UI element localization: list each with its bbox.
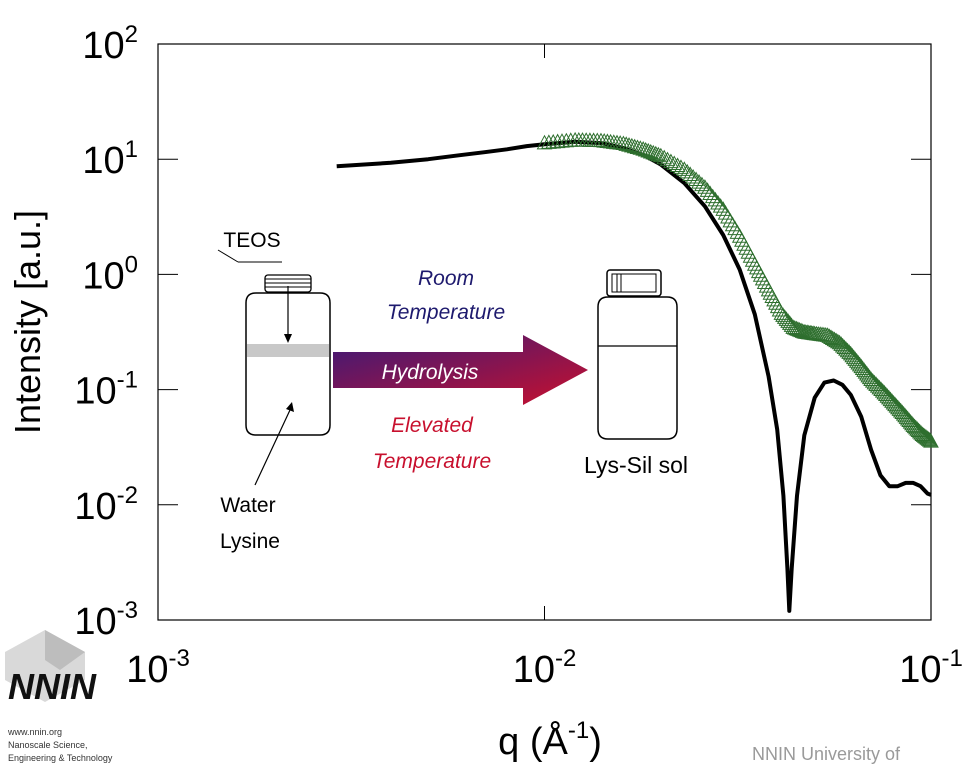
triangle-marker xyxy=(702,185,718,201)
triangle-marker xyxy=(635,141,651,156)
triangle-marker xyxy=(775,307,791,322)
triangle-marker xyxy=(699,182,716,197)
triangle-marker xyxy=(910,422,927,438)
logo-tagline-1: Nanoscale Science, xyxy=(8,740,88,750)
triangle-marker xyxy=(637,141,654,157)
y-tick-label: 102 xyxy=(82,21,138,67)
room-temperature-label: Temperature xyxy=(387,301,505,324)
triangle-marker xyxy=(673,159,689,174)
triangle-marker xyxy=(864,373,881,388)
triangle-marker xyxy=(712,198,729,213)
triangle-marker xyxy=(640,142,657,158)
x-tick-label: 10-2 xyxy=(513,645,577,691)
triangle-marker xyxy=(869,378,886,393)
triangle-marker xyxy=(863,371,879,386)
left-vial xyxy=(245,292,331,436)
triangle-marker xyxy=(659,151,676,167)
triangle-marker xyxy=(790,321,806,336)
triangle-marker xyxy=(785,319,802,334)
triangle-marker xyxy=(707,191,724,207)
elevated-label: Elevated xyxy=(391,414,474,437)
x-tick-label: 10-1 xyxy=(899,645,963,691)
axis-ticks xyxy=(157,43,932,621)
x-tick-label: 10-3 xyxy=(126,645,190,691)
footer-text: NNIN University of xyxy=(752,744,901,764)
triangle-marker xyxy=(679,163,696,179)
triangle-marker xyxy=(908,419,924,435)
logo-url: www.nnin.org xyxy=(7,727,62,737)
triangle-marker xyxy=(647,145,664,161)
product-label: Lys-Sil sol xyxy=(584,452,688,478)
triangle-marker xyxy=(632,140,649,155)
triangle-marker xyxy=(710,194,726,210)
triangle-marker xyxy=(642,143,659,159)
y-tick-label: 10-3 xyxy=(74,597,138,643)
triangle-marker xyxy=(694,176,710,192)
triangle-marker xyxy=(685,168,701,184)
triangle-marker xyxy=(666,155,683,171)
nnin-logo: NNIN www.nnin.org Nanoscale Science, Eng… xyxy=(5,630,113,763)
triangle-marker xyxy=(788,320,805,336)
triangle-marker xyxy=(906,418,923,434)
triangle-marker xyxy=(868,376,884,391)
x-axis-label: q (Å-1) xyxy=(498,717,602,763)
triangle-marker xyxy=(676,161,693,176)
triangle-marker xyxy=(920,431,937,446)
triangle-marker xyxy=(691,174,707,189)
y-tick-labels: 102 101 100 10-1 10-2 10-3 xyxy=(74,21,138,643)
triangle-marker xyxy=(669,157,686,172)
triangle-marker xyxy=(786,319,803,335)
elevated-temperature-label: Temperature xyxy=(373,450,491,473)
triangle-marker xyxy=(866,374,883,390)
triangle-marker xyxy=(919,430,936,445)
triangle-marker xyxy=(645,144,662,160)
synthesis-schematic: TEOS Water Lysine Hydrolysis Room Temper… xyxy=(217,229,688,553)
water-label: Water xyxy=(220,494,275,517)
hydrolysis-label: Hydrolysis xyxy=(382,361,479,384)
room-label: Room xyxy=(418,267,474,290)
triangle-marker xyxy=(921,432,938,447)
y-tick-label: 100 xyxy=(82,251,138,297)
triangle-marker xyxy=(780,313,796,328)
triangle-marker xyxy=(773,305,790,320)
y-axis-label: Intensity [a.u.] xyxy=(7,210,48,434)
triangle-marker xyxy=(704,188,721,204)
x-tick-labels: 10-3 10-2 10-1 xyxy=(126,645,963,691)
triangle-marker xyxy=(682,166,699,181)
triangle-marker xyxy=(778,311,795,326)
y-tick-label: 10-1 xyxy=(74,367,138,413)
triangle-marker xyxy=(909,421,926,436)
teos-layer xyxy=(247,344,329,357)
teos-label: TEOS xyxy=(223,229,280,252)
solid-line-series xyxy=(336,139,932,613)
triangle-marker xyxy=(653,147,669,163)
triangle-marker xyxy=(663,153,679,169)
triangle-marker xyxy=(905,417,922,432)
triangle-series xyxy=(536,131,939,448)
y-tick-label: 10-2 xyxy=(74,482,138,528)
triangle-marker xyxy=(697,179,713,194)
right-vial xyxy=(597,296,678,440)
triangle-marker xyxy=(656,149,673,165)
y-tick-label: 101 xyxy=(82,136,138,182)
triangle-marker xyxy=(776,309,793,324)
lysine-label: Lysine xyxy=(220,530,280,553)
triangle-marker xyxy=(688,171,704,187)
data-series xyxy=(336,131,939,613)
nnin-logo-text: NNIN xyxy=(8,666,97,707)
hydrolysis-arrow xyxy=(333,335,588,405)
triangle-marker xyxy=(923,433,939,448)
logo-tagline-2: Engineering & Technology xyxy=(8,753,113,763)
